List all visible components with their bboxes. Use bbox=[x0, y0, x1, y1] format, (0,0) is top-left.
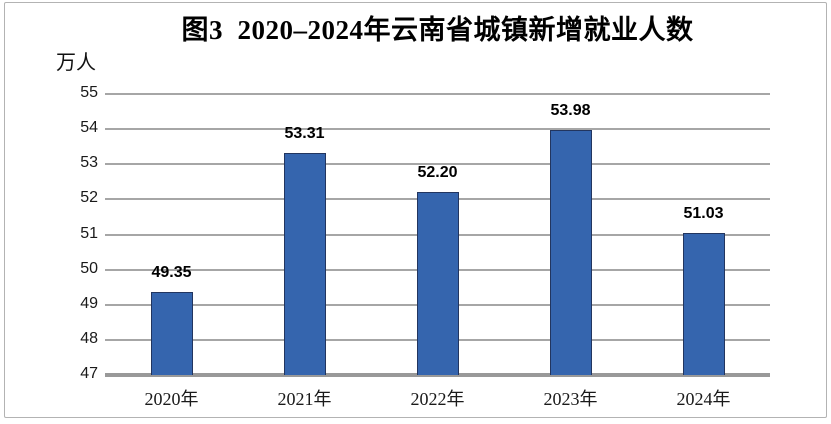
gridline bbox=[105, 163, 770, 166]
bar-2021年 bbox=[283, 153, 326, 375]
y-tick-label: 52 bbox=[80, 189, 98, 207]
y-tick-label: 54 bbox=[80, 119, 98, 137]
bar-value-label: 53.98 bbox=[550, 101, 591, 119]
bar-value-label: 49.35 bbox=[151, 264, 192, 282]
plot-area bbox=[105, 93, 770, 377]
gridline bbox=[105, 93, 770, 95]
bar-2022年 bbox=[416, 192, 459, 375]
bar-2024年 bbox=[682, 233, 725, 375]
x-tick-label: 2024年 bbox=[676, 389, 731, 409]
y-tick-label: 55 bbox=[80, 84, 98, 101]
bar-2023年 bbox=[549, 129, 592, 375]
x-tick-label: 2021年 bbox=[277, 389, 332, 409]
y-tick-label: 49 bbox=[80, 294, 98, 312]
x-tick-label: 2020年 bbox=[144, 389, 199, 409]
bar-value-label: 51.03 bbox=[683, 205, 724, 223]
y-tick-label: 50 bbox=[80, 259, 98, 277]
x-axis-baseline bbox=[105, 373, 770, 377]
x-tick-label: 2022年 bbox=[410, 389, 465, 409]
bar-2020年 bbox=[150, 292, 193, 375]
y-tick-label: 48 bbox=[80, 329, 98, 347]
chart-title: 图3 2020–2024年云南省城镇新增就业人数 bbox=[181, 15, 694, 45]
bar-value-label: 52.20 bbox=[417, 164, 458, 182]
y-tick-label: 47 bbox=[80, 365, 98, 382]
y-tick-label: 51 bbox=[80, 224, 98, 242]
y-axis-unit-label: 万人 bbox=[56, 52, 96, 74]
gridline bbox=[105, 128, 770, 131]
bar-value-label: 53.31 bbox=[284, 125, 325, 143]
x-tick-label: 2023年 bbox=[543, 389, 598, 409]
y-tick-label: 53 bbox=[80, 154, 98, 172]
